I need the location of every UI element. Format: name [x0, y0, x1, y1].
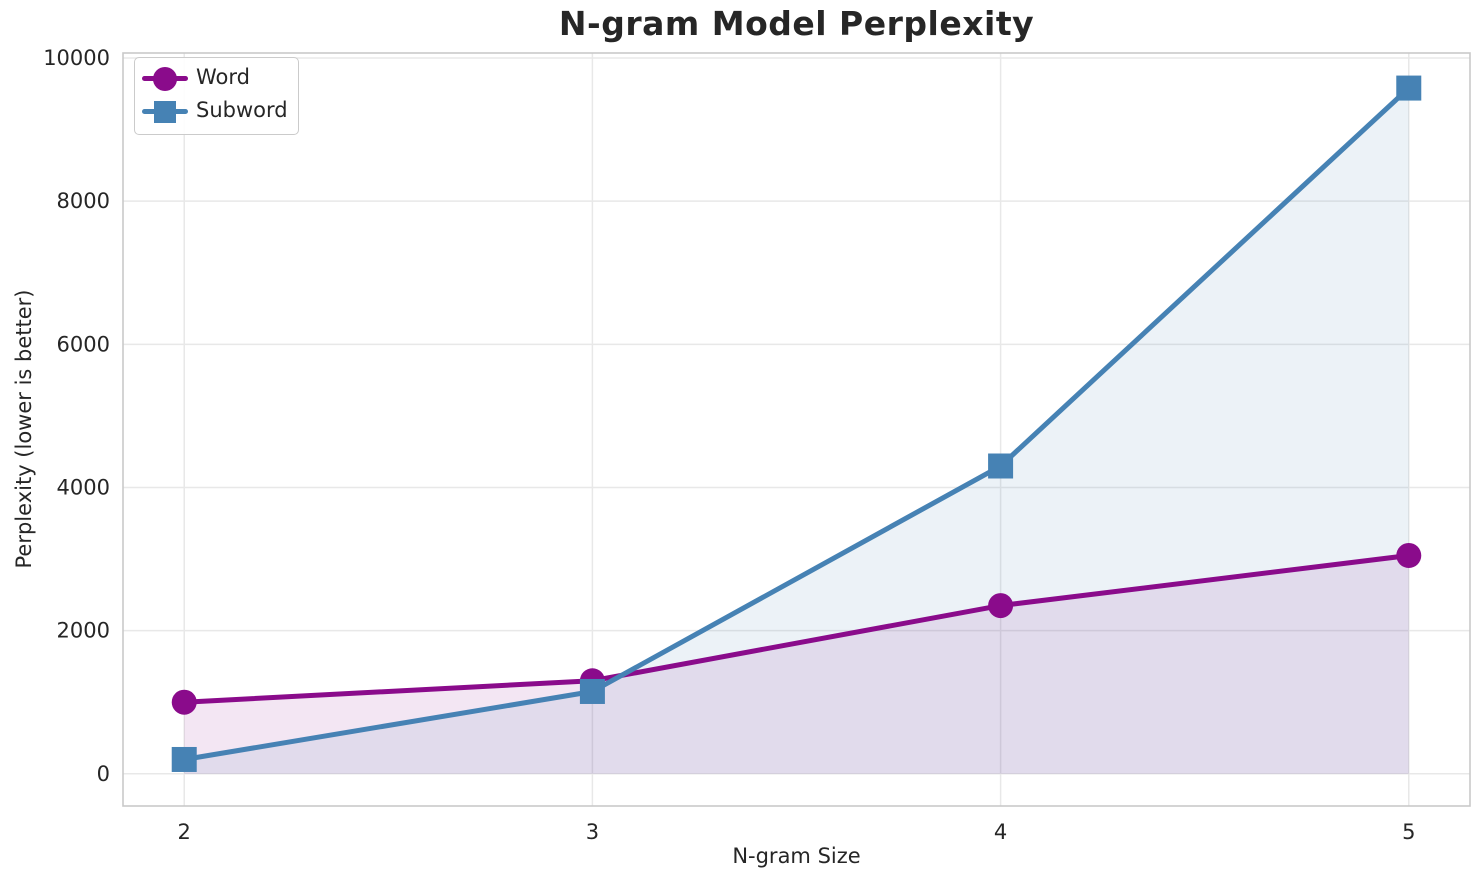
x-tick-label-2: 2	[178, 820, 191, 844]
y-tick-label-4000: 4000	[57, 475, 110, 499]
word-marker-x2	[171, 689, 197, 715]
x-tick-label-4: 4	[994, 820, 1007, 844]
word-marker-x5	[1396, 542, 1422, 568]
x-tick-label-5: 5	[1402, 820, 1415, 844]
word-area-fill	[184, 555, 1409, 774]
y-axis-label: Perplexity (lower is better)	[12, 289, 36, 569]
plot-border	[122, 52, 1471, 807]
y-tick-label-8000: 8000	[57, 189, 110, 213]
word-marker-x4	[988, 593, 1014, 619]
chart-title: N-gram Model Perplexity	[558, 4, 1035, 43]
subword-marker-x2	[171, 746, 197, 772]
x-tick-label-3: 3	[586, 820, 599, 844]
legend: Word Subword	[134, 57, 299, 135]
subword-marker-x3	[579, 678, 605, 704]
y-tick-label-0: 0	[97, 762, 110, 786]
word-line-circle-marker-icon	[142, 65, 188, 93]
word-line	[181, 552, 1412, 705]
y-tick-label-10000: 10000	[43, 46, 110, 70]
legend-label-word: Word	[196, 65, 250, 89]
x-axis-label: N-gram Size	[732, 844, 861, 868]
legend-label-subword: Subword	[196, 98, 288, 122]
legend-item-subword: Subword	[142, 96, 288, 127]
subword-area-fill	[184, 88, 1409, 774]
subword-marker-x5	[1396, 75, 1422, 101]
subword-line	[181, 85, 1412, 762]
subword-marker-x4	[988, 453, 1014, 479]
legend-item-word: Word	[142, 63, 288, 94]
subword-line-square-marker-icon	[142, 98, 188, 126]
y-tick-label-6000: 6000	[57, 332, 110, 356]
y-tick-label-2000: 2000	[57, 619, 110, 643]
